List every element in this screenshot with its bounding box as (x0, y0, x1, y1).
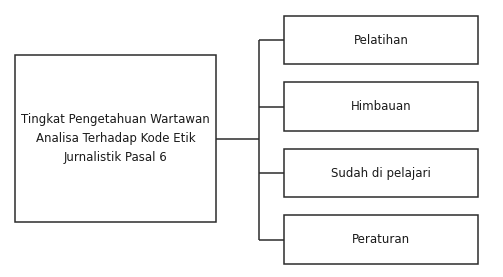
Text: Pelatihan: Pelatihan (354, 34, 408, 47)
Text: Peraturan: Peraturan (352, 233, 410, 246)
Text: Tingkat Pengetahuan Wartawan
Analisa Terhadap Kode Etik
Jurnalistik Pasal 6: Tingkat Pengetahuan Wartawan Analisa Ter… (21, 114, 210, 163)
FancyBboxPatch shape (284, 149, 478, 197)
FancyBboxPatch shape (284, 83, 478, 131)
Text: Himbauan: Himbauan (351, 100, 411, 113)
FancyBboxPatch shape (284, 216, 478, 264)
FancyBboxPatch shape (284, 16, 478, 65)
Text: Sudah di pelajari: Sudah di pelajari (331, 167, 431, 179)
FancyBboxPatch shape (15, 55, 216, 222)
